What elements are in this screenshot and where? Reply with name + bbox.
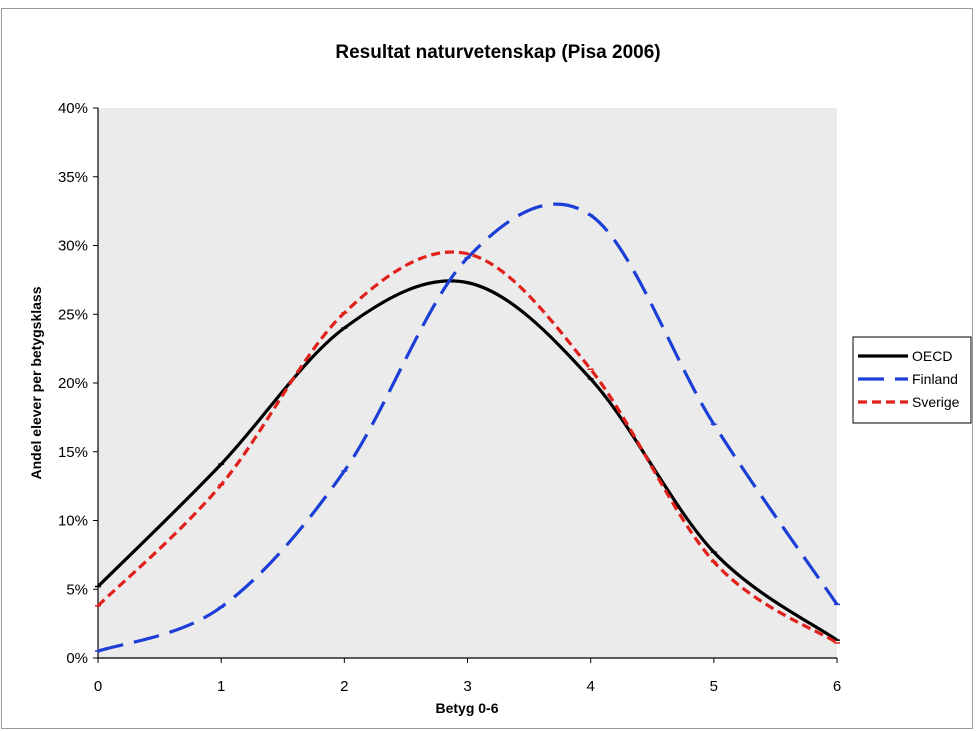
x-axis-ticks: 0 1 2 3 4 5 6 <box>94 658 841 695</box>
y-tick-label: 40% <box>58 100 88 117</box>
y-axis-label: Andel elever per betygsklass <box>28 286 44 479</box>
y-tick-label: 15% <box>58 444 88 461</box>
x-tick-label: 4 <box>586 678 594 695</box>
chart-title: Resultat naturvetenskap (Pisa 2006) <box>335 42 660 63</box>
y-tick-label: 0% <box>66 650 88 667</box>
x-tick-label: 3 <box>463 678 471 695</box>
series-layer <box>95 202 840 653</box>
plot-area <box>98 108 837 658</box>
legend: OECD Finland Sverige <box>852 336 972 424</box>
legend-label-oecd: OECD <box>912 348 952 364</box>
x-tick-label: 6 <box>833 678 841 695</box>
y-tick-label: 10% <box>58 513 88 530</box>
x-tick-label: 0 <box>94 678 102 695</box>
x-axis-label: Betyg 0-6 <box>435 700 498 716</box>
y-tick-label: 5% <box>66 581 88 598</box>
x-tick-label: 5 <box>710 678 718 695</box>
x-tick-label: 1 <box>217 678 225 695</box>
legend-label-sverige: Sverige <box>912 394 960 410</box>
y-tick-label: 35% <box>58 169 88 186</box>
x-tick-label: 2 <box>340 678 348 695</box>
y-tick-label: 30% <box>58 238 88 255</box>
legend-label-finland: Finland <box>912 371 958 387</box>
y-tick-label: 20% <box>58 375 88 392</box>
y-axis-ticks: 0% 5% 10% 15% 20% 25% 30% 35% 40% <box>58 100 98 667</box>
y-tick-label: 25% <box>58 306 88 323</box>
